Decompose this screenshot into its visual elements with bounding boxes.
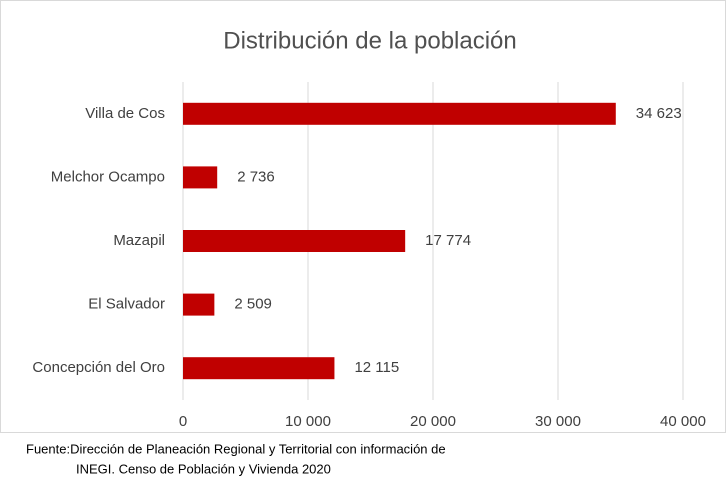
data-label: 17 774 xyxy=(425,232,471,249)
data-label: 2 736 xyxy=(237,168,275,185)
x-tick-label: 0 xyxy=(179,413,187,430)
data-label: 12 115 xyxy=(354,359,399,376)
chart-title: Distribución de la población xyxy=(223,27,517,54)
bar xyxy=(183,357,335,380)
bar xyxy=(183,230,406,252)
data-label: 2 509 xyxy=(234,296,272,313)
chart-border xyxy=(0,0,726,433)
y-tick-label: Villa de Cos xyxy=(85,105,165,122)
source-line: INEGI. Censo de Población y Vivienda 202… xyxy=(76,461,331,476)
x-tick-label: 40 000 xyxy=(660,413,706,430)
y-tick-label: El Salvador xyxy=(88,296,165,313)
x-tick-label: 10 000 xyxy=(285,413,331,430)
bar xyxy=(183,102,616,125)
y-tick-label: Concepción del Oro xyxy=(32,359,165,376)
data-label: 34 623 xyxy=(636,105,682,122)
y-tick-label: Melchor Ocampo xyxy=(51,168,165,185)
y-tick-label: Mazapil xyxy=(113,232,165,249)
x-tick-label: 20 000 xyxy=(410,413,456,430)
bar xyxy=(183,293,215,316)
source-line: Fuente:Dirección de Planeación Regional … xyxy=(26,441,446,456)
x-tick-label: 30 000 xyxy=(535,413,581,430)
bar xyxy=(183,166,218,189)
